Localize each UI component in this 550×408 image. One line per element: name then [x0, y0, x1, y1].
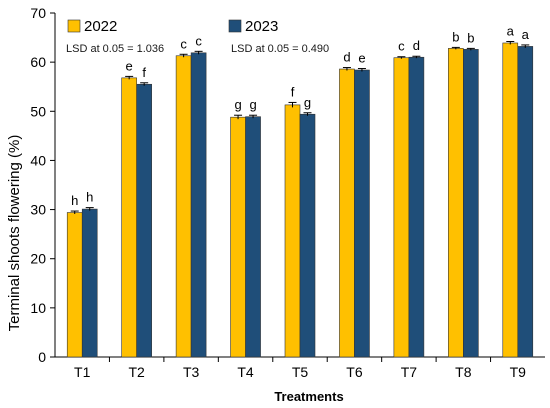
significance-letter: h [71, 193, 78, 208]
legend-label-2023: 2023 [245, 18, 278, 35]
x-axis-title: Treatments [274, 389, 343, 404]
y-tick-label: 40 [30, 152, 46, 168]
x-tick-label-t6: T6 [346, 364, 363, 380]
significance-letter: f [291, 84, 295, 99]
bar-2023-t9 [517, 46, 534, 358]
y-tick-label: 0 [38, 349, 46, 365]
bar-2022-t3 [175, 55, 192, 358]
x-ticks: T1 T2 T3 T4 T5 T6 T7 T8 T9 [74, 357, 526, 380]
bar-2022-t5 [284, 104, 301, 358]
legend-label-2022: 2022 [84, 18, 117, 35]
significance-letter: b [467, 30, 474, 45]
x-tick-label-t9: T9 [510, 364, 527, 380]
y-ticks: 0 10 20 30 40 50 60 70 [30, 5, 55, 365]
significance-letter: g [234, 97, 241, 112]
significance-letter: f [142, 65, 146, 80]
legend: 2022 2023 [67, 18, 278, 35]
x-tick-label-t1: T1 [74, 364, 91, 380]
bar-2022-t4 [230, 116, 246, 358]
bar-2023-t1 [81, 208, 98, 358]
bar-2023-t7 [408, 56, 425, 358]
y-tick-label: 20 [30, 251, 46, 267]
y-tick-label: 10 [30, 300, 46, 316]
bar-2022-t1 [66, 212, 83, 358]
legend-swatch-2022 [67, 19, 81, 33]
bar-2022-t7 [393, 57, 410, 358]
significance-letter: e [358, 51, 365, 66]
significance-letter: e [126, 58, 133, 73]
bar-2022-t9 [502, 42, 519, 358]
significance-letter: c [180, 36, 187, 51]
significance-letter: g [304, 95, 311, 110]
significance-letter: c [398, 39, 405, 54]
lsd-annotation-2022: LSD at 0.05 = 1.036 [66, 43, 164, 55]
significance-letter: c [195, 33, 202, 48]
significance-letter: d [343, 50, 350, 65]
bar-2023-t5 [299, 113, 316, 358]
bar-2023-t2 [136, 83, 152, 358]
x-tick-label-t2: T2 [128, 364, 145, 380]
lsd-annotation-2023: LSD at 0.05 = 0.490 [231, 43, 329, 55]
bar-2023-t3 [190, 52, 207, 358]
bar-2023-t8 [463, 49, 479, 358]
significance-letter: g [249, 97, 256, 112]
y-axis-title: Terminal shoots flowering (%) [6, 135, 23, 332]
significance-letter: h [86, 190, 93, 205]
significance-letter: d [413, 38, 420, 53]
x-tick-label-t8: T8 [455, 364, 472, 380]
y-tick-label: 70 [30, 5, 46, 21]
bar-2022-t6 [339, 68, 355, 358]
bar-2022-t8 [448, 48, 464, 358]
bar-2023-t4 [245, 116, 261, 358]
significance-letter: a [507, 24, 515, 39]
y-tick-label: 60 [30, 54, 46, 70]
x-tick-label-t3: T3 [183, 364, 200, 380]
y-tick-label: 30 [30, 202, 46, 218]
x-tick-label-t4: T4 [237, 364, 254, 380]
significance-letter: a [522, 27, 530, 42]
significance-letter: b [452, 29, 459, 44]
bar-2023-t6 [354, 69, 370, 358]
y-tick-label: 50 [30, 103, 46, 119]
legend-swatch-2023 [228, 19, 242, 33]
x-tick-label-t5: T5 [292, 364, 309, 380]
bar-2022-t2 [121, 77, 137, 358]
x-tick-label-t7: T7 [401, 364, 418, 380]
